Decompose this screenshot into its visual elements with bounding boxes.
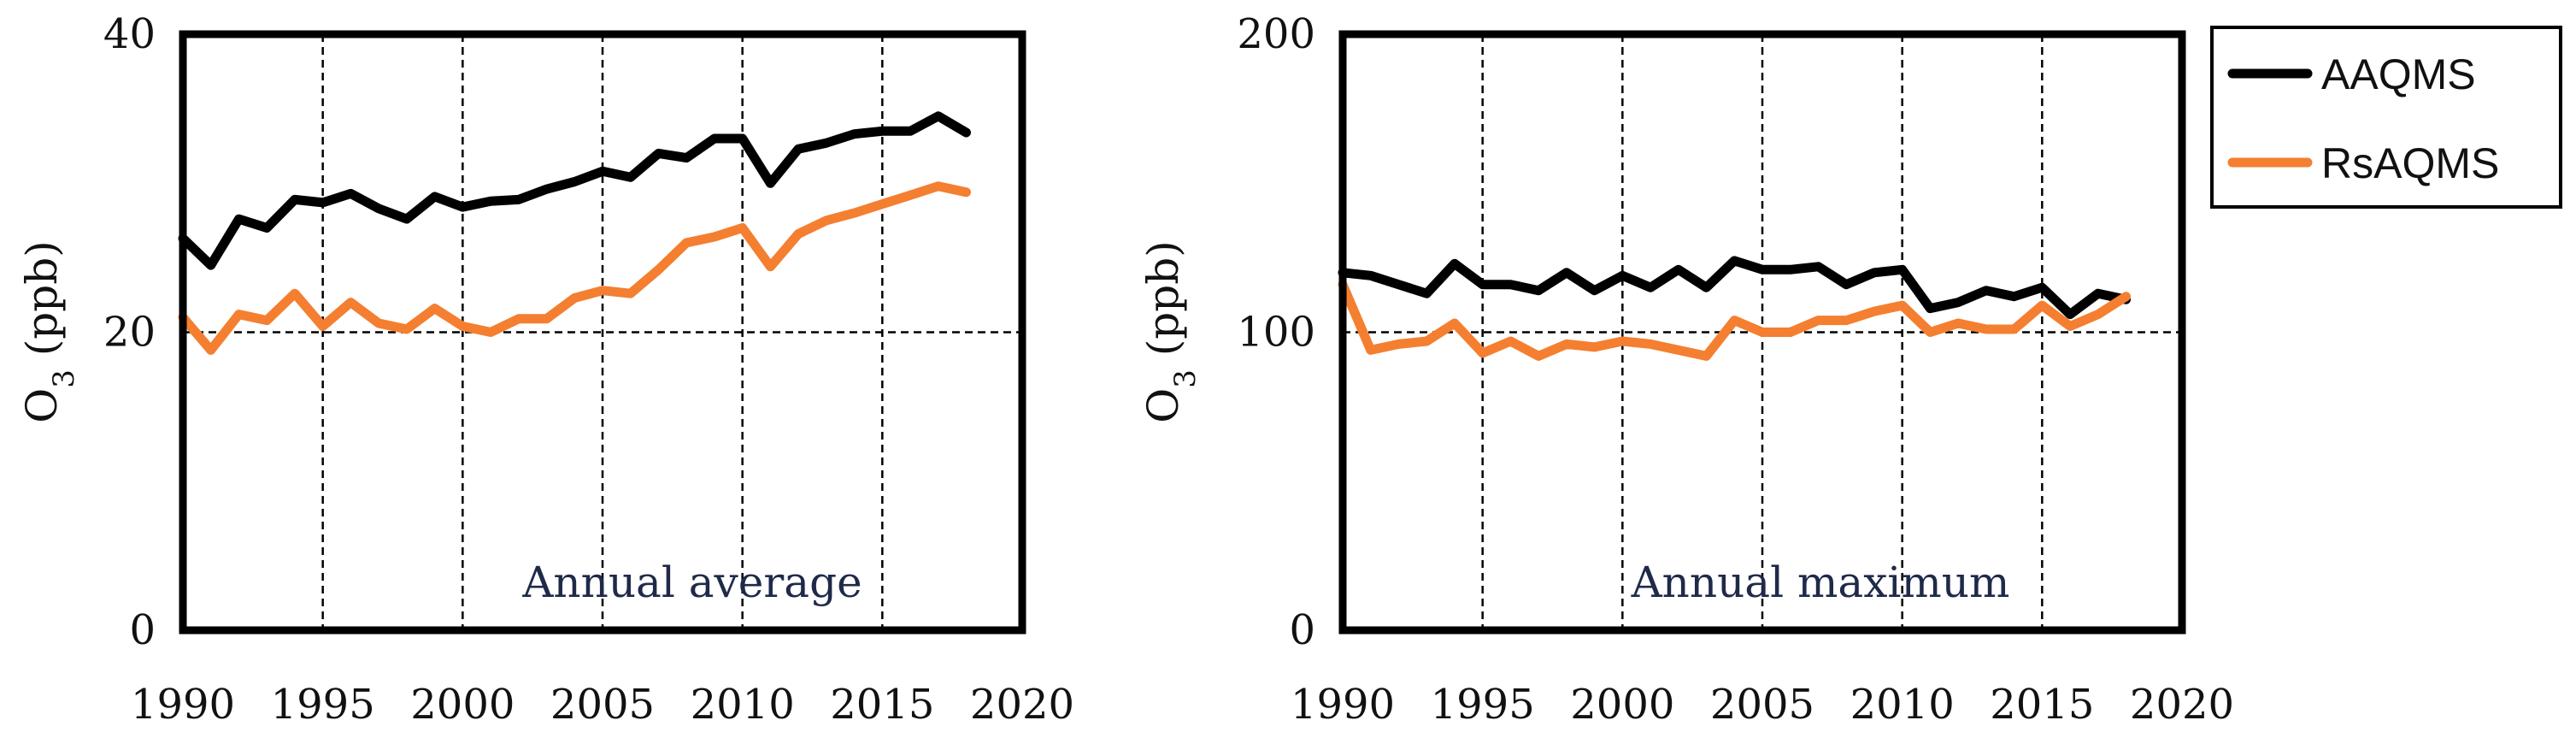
legend: AAQMS RsAQMS <box>2210 26 2562 209</box>
y-tick-labels: 0 20 40 <box>103 10 156 654</box>
x-tick-label-2010: 2010 <box>1850 681 1955 729</box>
series-line-aaqms <box>1338 256 2131 320</box>
y-tick-label-0: 0 <box>129 606 156 654</box>
x-tick-label-2000: 2000 <box>410 681 515 729</box>
y-axis-title-unit: (ppb) <box>1138 240 1188 369</box>
x-tick-label-2000: 2000 <box>1570 681 1674 729</box>
x-tick-label-2015: 2015 <box>1990 681 2094 729</box>
panel-annotation: Annual maximum <box>1631 558 2010 607</box>
y-axis-title: O3 (ppb) <box>1138 240 1203 423</box>
x-tick-label-2015: 2015 <box>830 681 934 729</box>
y-axis-title-main: O <box>17 388 67 423</box>
plot-frame <box>179 30 1026 635</box>
x-tick-label-2020: 2020 <box>970 681 1074 729</box>
panel-annotation: Annual average <box>521 558 862 607</box>
y-axis-title: O3 (ppb) <box>17 240 81 423</box>
x-tick-label-2005: 2005 <box>1710 681 1814 729</box>
y-axis-title-unit: (ppb) <box>17 240 67 369</box>
x-tick-label-1990: 1990 <box>1291 681 1395 729</box>
series-line-rsaqms <box>1338 280 2131 361</box>
series-line-rsaqms <box>178 181 971 355</box>
series-lines <box>1338 256 2131 361</box>
x-tick-labels: 1990 1995 2000 2005 2010 2015 2020 <box>1291 681 2234 729</box>
series-lines <box>178 111 971 355</box>
chart-panel-annual-maximum: 1990 1995 2000 2005 2010 2015 2020 0 100 200 O3 … <box>1138 10 2234 729</box>
y-tick-label-100: 100 <box>1237 309 1315 357</box>
y-axis-title-main: O <box>1138 388 1188 423</box>
y-tick-label-0: 0 <box>1289 606 1315 654</box>
y-axis-title-sub: 3 <box>1168 369 1203 388</box>
y-tick-labels: 0 100 200 <box>1237 10 1315 654</box>
x-tick-label-2005: 2005 <box>550 681 655 729</box>
x-tick-label-2020: 2020 <box>2130 681 2234 729</box>
y-tick-label-20: 20 <box>103 309 156 357</box>
legend-label-aaqms: AAQMS <box>2321 50 2476 98</box>
y-axis-title-sub: 3 <box>47 369 81 388</box>
y-tick-label-40: 40 <box>103 10 156 58</box>
gridlines <box>183 34 1022 630</box>
legend-label-rsaqms: RsAQMS <box>2321 139 2499 187</box>
x-tick-label-1990: 1990 <box>131 681 235 729</box>
x-tick-label-1995: 1995 <box>271 681 375 729</box>
chart-panel-annual-average: 1990 1995 2000 2005 2010 2015 2020 0 20 40 O3 (p… <box>17 10 1074 729</box>
series-line-aaqms <box>178 111 971 270</box>
y-tick-label-200: 200 <box>1237 10 1315 58</box>
plot-frame <box>1338 30 2186 635</box>
legend-box <box>2210 26 2562 209</box>
x-tick-label-2010: 2010 <box>691 681 795 729</box>
x-tick-labels: 1990 1995 2000 2005 2010 2015 2020 <box>131 681 1074 729</box>
x-tick-label-1995: 1995 <box>1431 681 1535 729</box>
